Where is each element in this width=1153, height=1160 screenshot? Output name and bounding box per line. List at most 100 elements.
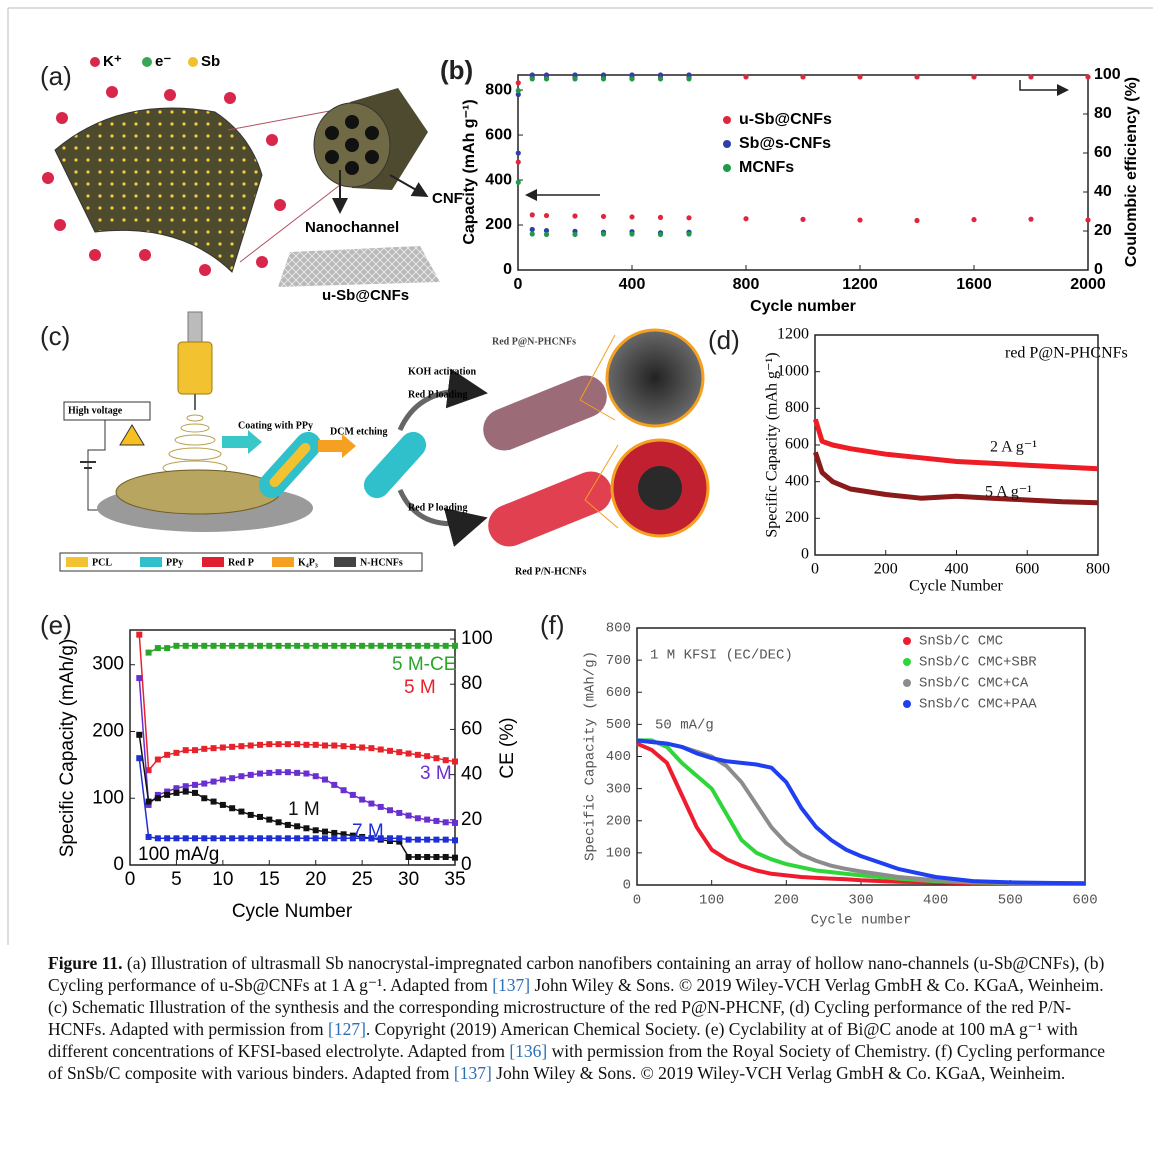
- fiber-mat: [278, 246, 440, 287]
- marker: [247, 835, 254, 842]
- panel-label: (d): [708, 325, 740, 355]
- zoom: [605, 328, 705, 428]
- annotation: 1 M KFSI (EC/DEC): [650, 648, 793, 664]
- legend-label: SnSb/C CMC: [919, 634, 1003, 650]
- marker: [340, 743, 347, 750]
- marker: [572, 231, 578, 238]
- caption-text: John Wiley & Sons. © 2019 Wiley-VCH Verl…: [491, 1063, 1066, 1083]
- caption-text: with permission from the Royal Society o…: [48, 1041, 1106, 1083]
- marker: [192, 642, 198, 649]
- marker: [322, 835, 328, 842]
- marker: [182, 788, 189, 795]
- x-tick-label: 35: [444, 869, 465, 890]
- x-tick-label: 600: [1072, 893, 1097, 909]
- y-tick-label: 700: [606, 653, 631, 669]
- marker: [322, 828, 328, 835]
- tube-hollow: [363, 431, 427, 499]
- plot-frame: [814, 334, 1099, 556]
- marker: [414, 751, 421, 758]
- x-tick-label: 400: [923, 893, 948, 909]
- marker: [629, 72, 635, 78]
- marker: [182, 642, 189, 649]
- y-tick-label: 800: [485, 81, 512, 98]
- syringe-barrel: [177, 341, 213, 395]
- marker: [284, 741, 291, 748]
- legend-label: Sb@s-CNFs: [739, 135, 831, 152]
- marker: [312, 835, 319, 842]
- marker: [182, 747, 189, 754]
- caption-text: . Copyright (2019) American Chemical Soc…: [48, 1019, 1078, 1061]
- marker: [201, 795, 208, 802]
- marker: [396, 809, 403, 816]
- x-tick-label: 200: [874, 561, 898, 578]
- marker: [294, 769, 301, 776]
- y2-tick-label: 60: [1094, 144, 1112, 161]
- marker: [442, 757, 449, 764]
- marker: [800, 216, 806, 222]
- marker: [657, 76, 664, 82]
- marker: [266, 769, 273, 776]
- arrow: [222, 430, 262, 454]
- marker: [201, 745, 208, 752]
- series-label: 7 M: [352, 821, 384, 842]
- x-tick-label: 10: [212, 869, 233, 890]
- x-tick-label: 200: [774, 893, 799, 909]
- reference-link[interactable]: [127]: [328, 1019, 366, 1039]
- marker: [414, 836, 421, 843]
- fiber-pile: [115, 469, 281, 515]
- label: u-Sb@CNFs: [322, 287, 409, 304]
- marker: [529, 72, 535, 78]
- marker: [210, 745, 217, 752]
- marker: [164, 835, 171, 842]
- panel-label: (e): [40, 610, 72, 640]
- annotation: 100 mA/g: [138, 844, 219, 865]
- y-axis-label: Specific Capacity (mAh/g): [583, 651, 599, 861]
- marker: [387, 747, 393, 754]
- marker: [414, 815, 421, 822]
- series-line: [813, 451, 1099, 506]
- panel-label: (b): [440, 55, 473, 85]
- marker: [377, 803, 384, 810]
- reference-link[interactable]: [137]: [453, 1063, 492, 1083]
- marker: [182, 783, 189, 790]
- y2-tick-label: 100: [461, 628, 493, 649]
- legend-label: SnSb/C CMC+SBR: [919, 655, 1037, 671]
- marker: [452, 758, 458, 765]
- y-tick-label: 600: [485, 126, 512, 143]
- jet-spiral: [162, 414, 228, 476]
- marker: [340, 642, 347, 649]
- marker: [164, 751, 171, 758]
- series-label: 5 A g⁻¹: [985, 484, 1032, 501]
- marker: [340, 787, 347, 794]
- marker: [1028, 74, 1034, 80]
- marker: [405, 836, 412, 843]
- legend-marker: [903, 679, 911, 687]
- zoom-line: [579, 334, 616, 401]
- legend-label: K₄P₃: [298, 557, 318, 568]
- y-axis-label: Specific Capacity (mAh/g): [57, 639, 78, 858]
- y2-tick-label: 0: [461, 854, 472, 875]
- x-tick-label: 1600: [956, 276, 992, 293]
- y-tick-label: 500: [606, 717, 631, 733]
- series-line: [637, 738, 1086, 886]
- annotation: 50 mA/g: [655, 718, 714, 734]
- marker: [433, 755, 440, 762]
- reference-link[interactable]: [136]: [509, 1041, 548, 1061]
- marker: [238, 743, 245, 750]
- legend-marker: [723, 164, 731, 172]
- marker: [1028, 216, 1034, 222]
- x-tick-label: 15: [259, 869, 280, 890]
- marker: [331, 829, 338, 836]
- marker: [247, 771, 254, 778]
- marker: [686, 231, 692, 237]
- marker: [396, 838, 403, 845]
- x-tick-label: 0: [633, 893, 641, 909]
- marker: [294, 823, 301, 830]
- legend-label: Red P: [228, 557, 254, 568]
- label: Red P loading: [408, 502, 467, 513]
- y-tick-label: 0: [801, 546, 809, 563]
- reference-link[interactable]: [137]: [492, 975, 531, 995]
- marker: [275, 741, 282, 748]
- arrow: [397, 368, 488, 432]
- series-line: [148, 645, 455, 654]
